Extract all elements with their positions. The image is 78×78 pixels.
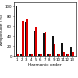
Bar (58, 54, 60, 56)
Bar (26, 19, 28, 56)
Bar (38, 54, 40, 56)
Bar (17, 54, 19, 56)
Bar (25, 22, 26, 56)
Bar (47, 54, 49, 56)
X-axis label: Harmonic order: Harmonic order (28, 63, 62, 67)
Bar (35, 27, 37, 56)
Bar (34, 31, 35, 56)
Bar (22, 21, 24, 56)
Bar (54, 44, 55, 56)
Bar (45, 32, 46, 56)
Bar (63, 52, 65, 56)
Bar (43, 33, 45, 56)
Bar (61, 43, 63, 56)
Bar (31, 54, 33, 56)
Bar (49, 54, 51, 56)
Bar (40, 54, 42, 56)
Bar (57, 54, 58, 56)
Bar (16, 6, 17, 56)
Bar (67, 54, 69, 56)
Bar (66, 54, 67, 56)
Y-axis label: Amplitude (%): Amplitude (%) (0, 14, 4, 45)
Bar (29, 54, 31, 56)
Bar (20, 54, 22, 56)
Bar (72, 52, 74, 56)
Bar (70, 47, 72, 56)
Bar (52, 36, 54, 56)
